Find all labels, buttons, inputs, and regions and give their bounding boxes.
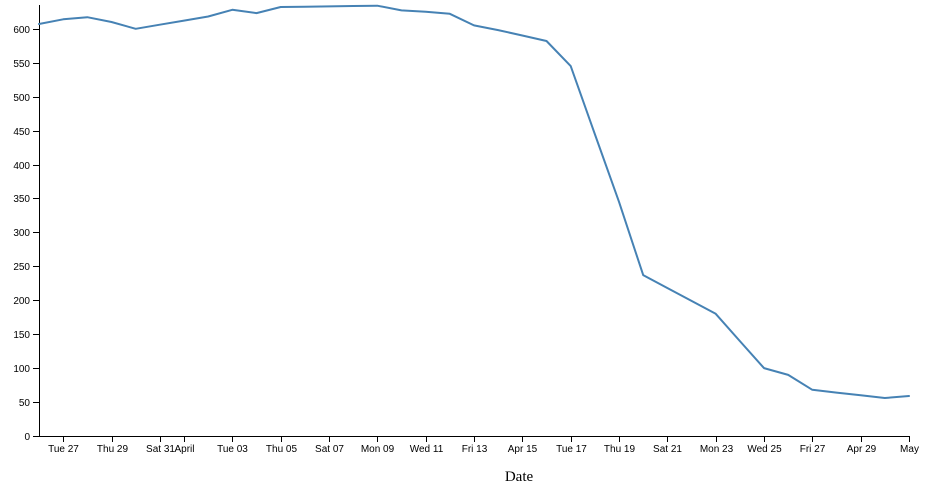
y-tick-label: 350 [13, 194, 30, 205]
x-tick-label: Fri 27 [800, 444, 826, 455]
x-tick-label: Tue 17 [556, 444, 587, 455]
y-axis: 0 50 100 150 200 250 300 350 400 450 500 550 600 [13, 5, 40, 443]
x-tick-label: Mon 09 [361, 444, 395, 455]
x-axis: Tue 27 Thu 29 Sat 31 April Tue 03 Thu 05 Sat 0… [39, 436, 919, 455]
x-tick-label: Thu 19 [604, 444, 636, 455]
y-tick-label: 400 [13, 161, 30, 172]
x-tick-label: Sat 31 [146, 444, 175, 455]
y-tick-label: 250 [13, 262, 30, 273]
x-tick-label: Fri 13 [462, 444, 488, 455]
y-tick-label: 300 [13, 228, 30, 239]
x-tick-label: Tue 27 [48, 444, 79, 455]
y-tick-label: 550 [13, 59, 30, 70]
x-tick-label: Tue 03 [217, 444, 248, 455]
x-tick-label: Apr 29 [847, 444, 877, 455]
x-tick-label: Apr 15 [508, 444, 538, 455]
x-tick-label: Wed 11 [410, 444, 444, 455]
x-tick-label: Thu 05 [266, 444, 298, 455]
plot-area [38, 4, 910, 399]
x-tick-label: May [900, 444, 919, 455]
y-tick-label: 150 [13, 330, 30, 341]
y-tick-label: 0 [24, 432, 30, 443]
y-tick-label: 200 [13, 296, 30, 307]
x-tick-label: April [174, 444, 194, 455]
y-tick-label: 100 [13, 364, 30, 375]
x-tick-label: Sat 07 [315, 444, 344, 455]
y-tick-label: 50 [19, 398, 31, 409]
x-tick-label: Mon 23 [700, 444, 734, 455]
x-tick-label: Thu 29 [97, 444, 129, 455]
x-tick-label: Sat 21 [653, 444, 682, 455]
y-tick-label: 500 [13, 93, 30, 104]
y-tick-label: 600 [13, 25, 30, 36]
y-tick-label: 450 [13, 127, 30, 138]
x-tick-label: Wed 25 [747, 444, 782, 455]
series-line [38, 4, 910, 399]
x-axis-title: Date [505, 469, 534, 485]
